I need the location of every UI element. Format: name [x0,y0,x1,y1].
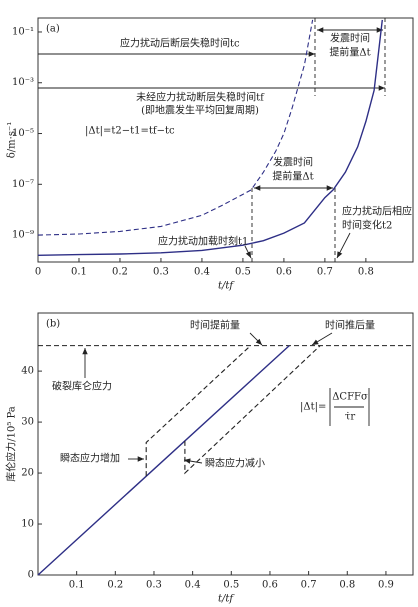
y-axis-label: 库伦应力/10⁵ Pa [5,406,18,482]
x-tick-label: 0.4 [185,580,201,591]
y-tick-label: 10⁻¹ [12,26,34,37]
y-tick-label: 10⁻⁹ [12,230,34,241]
x-tick-label: 0.7 [317,267,333,278]
x-tick-label: 0.5 [235,267,251,278]
x-tick-label: 0.8 [339,580,355,591]
y-tick-label: 0 [28,570,34,581]
y-tick-label: 10⁻³ [12,77,34,88]
data-line [145,345,251,477]
annotation: 未经应力扰动断层失稳时间tf [136,91,265,104]
annotation: ΔCFFσ [332,392,368,403]
annotation: 发震时间 [273,156,313,169]
annotation: 发震时间 [330,32,370,45]
panel-label: (a) [46,24,60,35]
panel-label: (b) [46,319,60,330]
y-tick-label: 20 [21,468,34,479]
y-tick-label: 10 [21,519,34,530]
annotation: 提前量Δt [329,46,370,59]
annotation: 时间提前量 [190,319,240,332]
annotation: |Δt|=t2−t1=tf−tc [85,126,175,137]
y-tick-label: 10⁻⁵ [12,128,34,139]
x-tick-label: 0 [35,267,41,278]
annotation: 应力扰动后相应 [342,205,412,218]
annotation: 瞬态应力减小 [205,457,265,470]
annotation: 瞬态应力增加 [60,452,120,465]
x-tick-label: 0.5 [223,580,239,591]
layout [37,17,414,576]
data-line [37,19,314,236]
x-tick-label: 0.7 [301,580,317,591]
x-axis-label: t/tf [218,594,235,605]
annotation: 应力扰动加载时刻t1 [158,235,248,248]
annotation: 破裂库仑应力 [52,380,112,393]
x-tick-label: 0.3 [146,580,162,591]
annotation: |Δt|= [300,402,326,413]
x-tick-label: 0.1 [71,267,87,278]
y-tick-label: 10⁻⁷ [12,179,34,190]
annotation: 应力扰动后断层失稳时间tc [120,37,240,50]
annotation: 时间变化t2 [342,219,392,232]
x-tick-label: 0.8 [358,267,374,278]
y-axis-label: δ/m·s⁻¹ [7,122,18,158]
y-tick-label: 30 [21,417,34,428]
x-tick-label: 0.2 [112,267,128,278]
x-tick-label: 0.3 [153,267,169,278]
x-tick-label: 0.1 [69,580,85,591]
annotation: (即地震发生平均回复周期) [141,104,259,117]
x-tick-label: 0.6 [276,267,292,278]
data-line [184,345,321,475]
data-line [37,345,290,576]
annotation: 提前量Δt [272,170,313,183]
annotation: 时间推后量 [325,319,375,332]
x-tick-label: 0.6 [262,580,278,591]
x-tick-label: 0.4 [194,267,210,278]
x-tick-label: 0.9 [378,580,394,591]
annotation: τ̇r [345,412,356,423]
data-line [37,19,383,256]
y-tick-label: 40 [21,366,34,377]
x-tick-label: 0.2 [107,580,123,591]
x-axis-label: t/tf [218,281,235,292]
